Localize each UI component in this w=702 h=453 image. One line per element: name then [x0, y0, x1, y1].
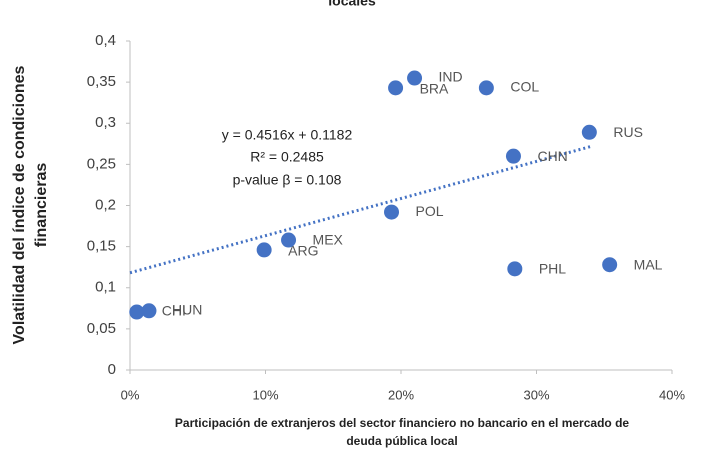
point-label: MEX [313, 232, 344, 248]
point [129, 304, 145, 320]
x-tick-label: 0% [121, 387, 140, 402]
point-label: ARG [288, 243, 318, 259]
y-tick-label: 0,1 [95, 279, 116, 296]
y-tick-label: 0,25 [87, 155, 116, 172]
point-label: POL [416, 203, 444, 219]
point-label: MAL [634, 256, 663, 272]
y-axis-label: Volatilidad del índice de condiciones [11, 65, 28, 344]
point [478, 80, 494, 96]
point-label: COL [510, 79, 539, 95]
point-label: CHN [537, 148, 567, 164]
y-tick-label: 0,4 [95, 32, 116, 49]
trendline [129, 145, 592, 275]
x-tick-label: 20% [388, 387, 414, 402]
point [384, 204, 400, 220]
point-label: IND [439, 69, 463, 85]
point [141, 303, 157, 319]
point-label: BRA [420, 81, 449, 97]
point-label: HUN [172, 301, 202, 317]
point [581, 124, 597, 140]
y-tick-label: 0 [108, 361, 116, 378]
point-label: PHL [539, 261, 566, 277]
x-tick-label: 30% [523, 387, 549, 402]
point [407, 70, 423, 86]
y-axis-label: financieras [33, 163, 50, 248]
y-tick-label: 0,35 [87, 73, 116, 90]
point [507, 261, 523, 277]
y-tick-label: 0,15 [87, 238, 116, 255]
point [256, 242, 272, 258]
annotation: p-value β = 0.108 [233, 172, 342, 188]
annotation: R² = 0.2485 [250, 149, 324, 165]
chart-title: locales [328, 0, 376, 9]
x-tick-label: 40% [659, 387, 685, 402]
point [505, 148, 521, 164]
x-axis-label: deuda pública local [346, 434, 457, 448]
point [281, 232, 297, 248]
point [388, 80, 404, 96]
y-tick-label: 0,3 [95, 114, 116, 131]
y-tick-label: 0,05 [87, 320, 116, 337]
x-axis-label: Participación de extranjeros del sector … [175, 416, 629, 430]
point-label: RUS [613, 124, 643, 140]
point-label: CHI [162, 303, 186, 319]
y-tick-label: 0,2 [95, 196, 116, 213]
annotation: y = 0.4516x + 0.1182 [222, 127, 353, 143]
x-tick-label: 10% [252, 387, 278, 402]
point [602, 257, 618, 273]
